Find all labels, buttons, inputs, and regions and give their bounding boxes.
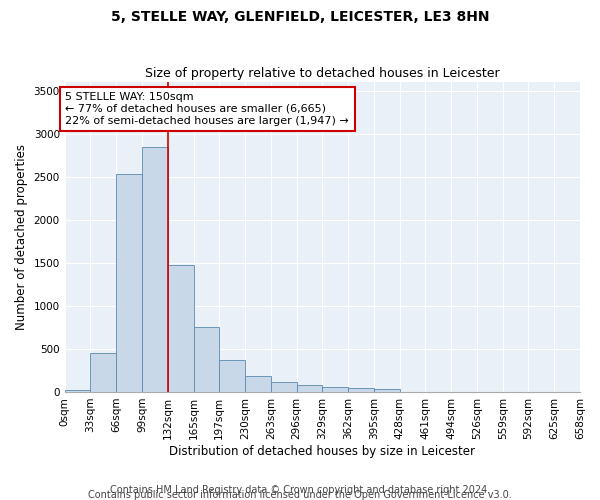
Title: Size of property relative to detached houses in Leicester: Size of property relative to detached ho… <box>145 66 500 80</box>
Bar <box>219 360 245 392</box>
Bar <box>91 353 116 392</box>
Text: 5 STELLE WAY: 150sqm
← 77% of detached houses are smaller (6,665)
22% of semi-de: 5 STELLE WAY: 150sqm ← 77% of detached h… <box>65 92 349 126</box>
Bar <box>65 390 91 392</box>
Bar <box>271 382 296 392</box>
Bar <box>193 328 219 392</box>
X-axis label: Distribution of detached houses by size in Leicester: Distribution of detached houses by size … <box>169 444 475 458</box>
Bar <box>348 388 374 392</box>
Bar <box>374 390 400 392</box>
Text: Contains public sector information licensed under the Open Government Licence v3: Contains public sector information licen… <box>88 490 512 500</box>
Text: 5, STELLE WAY, GLENFIELD, LEICESTER, LE3 8HN: 5, STELLE WAY, GLENFIELD, LEICESTER, LE3… <box>111 10 489 24</box>
Text: Contains HM Land Registry data © Crown copyright and database right 2024.: Contains HM Land Registry data © Crown c… <box>110 485 490 495</box>
Bar <box>245 376 271 392</box>
Bar <box>116 174 142 392</box>
Bar <box>322 387 348 392</box>
Y-axis label: Number of detached properties: Number of detached properties <box>15 144 28 330</box>
Bar <box>296 385 322 392</box>
Bar <box>142 146 168 392</box>
Bar <box>168 264 193 392</box>
